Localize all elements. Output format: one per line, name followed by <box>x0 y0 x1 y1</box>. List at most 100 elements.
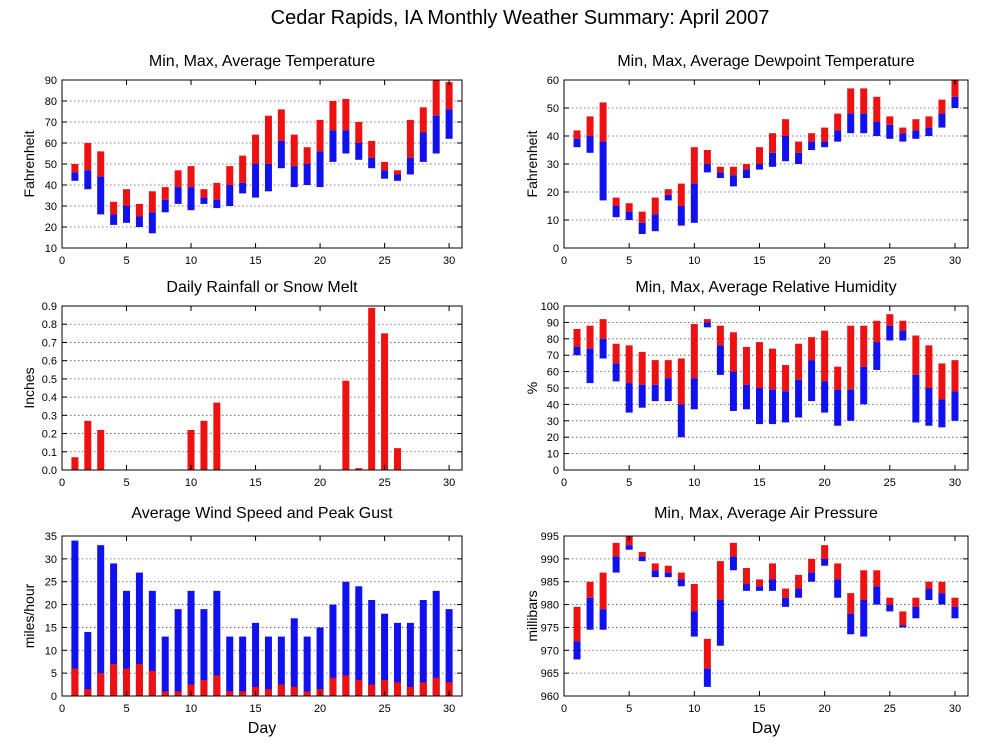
wind-gust-bar <box>161 636 169 696</box>
temp-upper-bar <box>303 147 311 164</box>
dew-lower-bar <box>782 136 790 162</box>
rh-chart-title: Min, Max, Average Relative Humidity <box>635 279 896 296</box>
temp-lower-bar <box>174 187 182 204</box>
temp-lower-bar <box>445 109 453 139</box>
temp-upper-bar <box>355 122 363 143</box>
rh-lower-bar <box>716 345 724 375</box>
rh-upper-bar <box>873 320 881 343</box>
dew-upper-bar <box>729 166 737 176</box>
rh-upper-bar <box>625 345 633 384</box>
pres-upper-bar <box>795 574 803 589</box>
pres-lower-bar <box>599 609 607 630</box>
rh-upper-bar <box>729 332 737 372</box>
rh-upper-bar <box>703 319 711 323</box>
pres-plot-frame <box>563 535 969 697</box>
temp-upper-bar <box>277 109 285 141</box>
temp-ylabel: Fahrenheit <box>21 130 37 197</box>
wind-speed-bar <box>355 680 363 696</box>
wind-speed-bar <box>277 684 285 696</box>
temp-ytick-label: 20 <box>45 222 57 234</box>
rh-upper-bar <box>742 347 750 385</box>
dew-lower-bar <box>834 130 842 142</box>
rain-bar <box>84 420 92 470</box>
rh-lower-bar <box>925 388 933 426</box>
rh-ytick-label: 50 <box>547 383 559 395</box>
dew-lower-bar <box>951 96 959 108</box>
rh-upper-bar <box>899 320 907 331</box>
page-title: Cedar Rapids, IA Monthly Weather Summary… <box>271 7 770 29</box>
dew-upper-bar <box>716 166 724 173</box>
dew-xtick-label: 15 <box>753 255 765 267</box>
wind-speed-bar <box>445 682 453 696</box>
wind-speed-bar <box>290 686 298 696</box>
temp-upper-bar <box>419 107 427 133</box>
rh-ytick-label: 90 <box>547 317 559 329</box>
temp-lower-bar <box>110 214 118 225</box>
rh-xtick-label: 30 <box>949 477 961 489</box>
rh-lower-bar <box>690 378 698 410</box>
wind-gust-bar <box>84 632 92 696</box>
rh-upper-bar <box>664 360 672 379</box>
temp-ytick-label: 60 <box>45 138 57 150</box>
wind-speed-bar <box>161 691 169 696</box>
rain-bar <box>393 448 401 470</box>
dew-lower-bar <box>821 141 829 148</box>
dew-upper-bar <box>873 96 881 122</box>
dew-xtick-label: 20 <box>819 255 831 267</box>
temp-upper-bar <box>174 170 182 188</box>
rh-upper-bar <box>612 343 620 364</box>
temp-lower-bar <box>303 164 311 185</box>
wind-gust-bar <box>174 609 182 696</box>
rh-lower-bar <box>899 330 907 341</box>
rain-bar <box>71 457 79 470</box>
temp-lower-bar <box>381 170 389 179</box>
temp-lower-bar <box>239 182 247 194</box>
dew-lower-bar <box>886 124 894 139</box>
wind-xtick-label: 10 <box>185 703 197 715</box>
dew-upper-bar <box>664 189 672 195</box>
dew-ytick-label: 40 <box>547 131 559 143</box>
wind-plot-frame <box>61 535 463 697</box>
dew-xtick-label: 25 <box>884 255 896 267</box>
temp-xtick-label: 15 <box>249 255 261 267</box>
rh-xtick-label: 5 <box>626 477 632 489</box>
temp-lower-bar <box>290 166 298 188</box>
temp-upper-bar <box>161 187 169 200</box>
rh-lower-bar <box>755 388 763 425</box>
pres-xtick-label: 5 <box>626 703 632 715</box>
rain-chart-title: Daily Rainfall or Snow Melt <box>166 279 358 296</box>
temp-xtick-label: 20 <box>314 255 326 267</box>
rh-ytick-label: 70 <box>547 350 559 362</box>
temp-upper-bar <box>71 164 79 173</box>
temp-lower-bar <box>419 132 427 162</box>
wind-gust-bar <box>110 563 118 696</box>
dew-lower-bar <box>612 206 620 218</box>
rh-upper-bar <box>638 351 646 385</box>
wind-gust-bar <box>316 627 324 696</box>
temp-lower-bar <box>71 172 79 181</box>
pres-ytick-label: 960 <box>541 691 559 703</box>
wind-gust-bar <box>226 636 234 696</box>
rh-ylabel: % <box>524 382 540 394</box>
pres-lower-bar <box>808 572 816 582</box>
dew-upper-bar <box>703 150 711 164</box>
rh-upper-bar <box>573 328 581 347</box>
pres-lower-bar <box>834 579 842 598</box>
wind-ytick-label: 30 <box>45 554 57 566</box>
rh-lower-bar <box>938 399 946 428</box>
rh-lower-bar <box>795 379 803 418</box>
dew-upper-bar <box>925 116 933 128</box>
wind-speed-bar <box>187 684 195 696</box>
dew-lower-bar <box>925 127 933 136</box>
wind-gust-bar <box>252 622 260 696</box>
wind-ytick-label: 5 <box>51 668 57 680</box>
pres-lower-bar <box>664 572 672 578</box>
rain-xtick-label: 5 <box>123 477 129 489</box>
rh-lower-bar <box>651 384 659 402</box>
rh-lower-bar <box>664 378 672 402</box>
temp-upper-bar <box>329 101 337 131</box>
temp-ytick-label: 40 <box>45 180 57 192</box>
dew-upper-bar <box>821 127 829 142</box>
pres-upper-bar <box>808 558 816 573</box>
temp-upper-bar <box>213 182 221 200</box>
